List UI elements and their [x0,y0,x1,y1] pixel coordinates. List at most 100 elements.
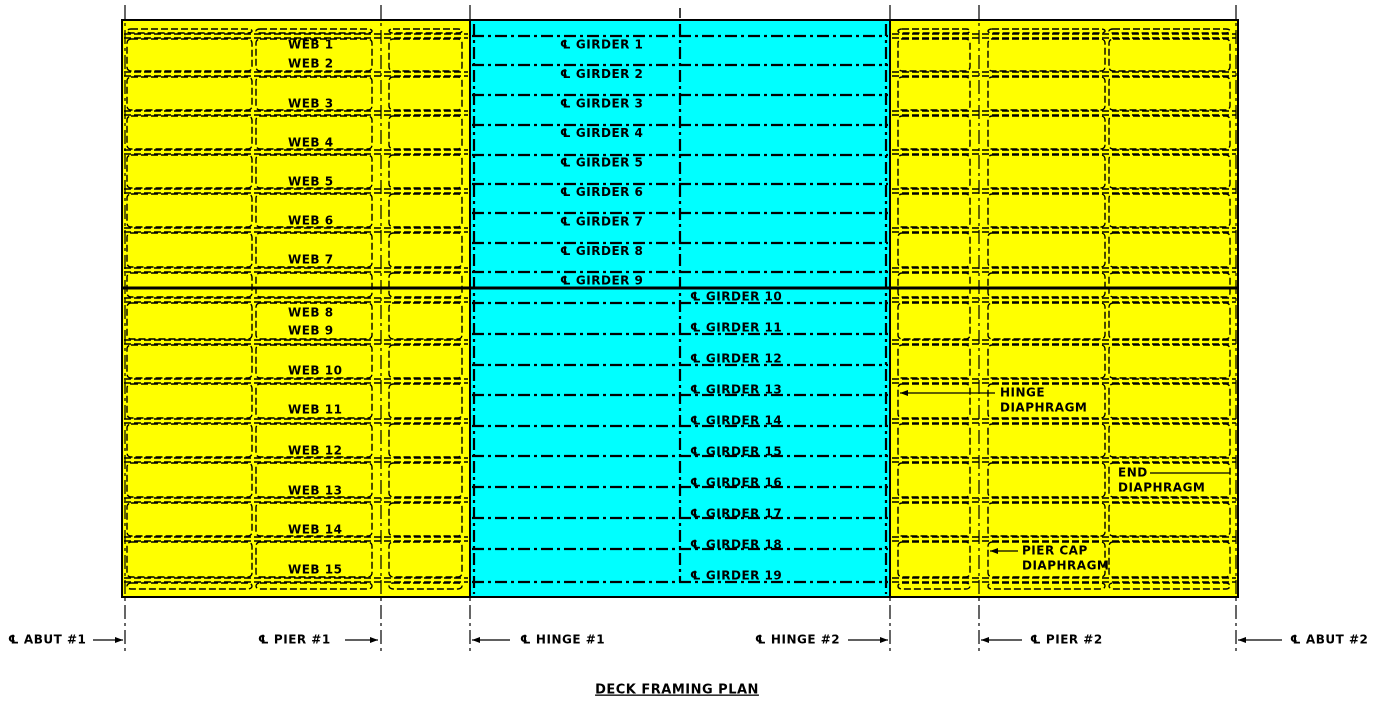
web-label: WEB 13 [288,484,342,498]
web-cell [255,423,373,458]
web-cell [255,582,373,590]
arrowhead [370,637,378,643]
web-label: WEB 2 [288,57,334,71]
girder-label: ℄ GIRDER 13 [690,383,782,397]
web-cell [1108,423,1231,458]
girder-label: ℄ GIRDER 5 [560,156,643,170]
web-cell [987,272,1106,298]
arrowhead [981,637,989,643]
web-cell [126,462,253,498]
web-cell [388,582,463,590]
web-cell [897,193,971,228]
web-cell [1108,302,1231,340]
web-label: WEB 4 [288,136,334,150]
web-cell [1108,115,1231,150]
web-cell [388,344,463,379]
station-label: ℄ ABUT #2 [1290,633,1368,647]
web-cell [987,302,1106,340]
web-cell [126,38,253,72]
web-label: WEB 12 [288,444,342,458]
note-label: DIAPHRAGM [1118,481,1205,495]
web-cell [897,423,971,458]
web-cell [126,582,253,590]
web-label: WEB 9 [288,324,334,338]
note-label: DIAPHRAGM [1000,401,1087,415]
drawing-title: DECK FRAMING PLAN [595,683,759,698]
arrowhead [1238,637,1246,643]
web-cell [255,193,373,228]
web-cell [388,154,463,189]
right-deck [889,19,1239,598]
web-cell [388,502,463,537]
web-cell [987,383,1106,419]
web-cell [388,76,463,111]
web-cell [126,193,253,228]
web-cell [255,38,373,72]
web-cell [126,344,253,379]
web-cell [897,344,971,379]
note-label: PIER CAP [1022,544,1088,558]
web-cell [897,28,971,34]
note-label: END [1118,466,1148,480]
web-cell [255,541,373,578]
station-label: ℄ HINGE #1 [520,633,605,647]
girder-label: ℄ GIRDER 16 [690,476,782,490]
web-cell [987,28,1106,34]
web-cell [255,28,373,34]
web-cell [388,28,463,34]
station-label: ℄ PIER #2 [1030,633,1103,647]
girder-label: ℄ GIRDER 2 [560,67,643,81]
web-cell [897,462,971,498]
girder-label: ℄ GIRDER 7 [560,215,643,229]
web-cell [987,115,1106,150]
web-cell [1108,383,1231,419]
girder-label: ℄ GIRDER 15 [690,445,782,459]
web-cell [897,272,971,298]
web-cell [987,423,1106,458]
web-cell [897,383,971,419]
web-cell [987,462,1106,498]
web-cell [255,502,373,537]
web-cell [255,272,373,298]
web-cell [388,232,463,268]
girder-label: ℄ GIRDER 19 [690,569,782,583]
web-cell [388,423,463,458]
web-cell [987,38,1106,72]
web-cell [126,541,253,578]
web-cell [987,344,1106,379]
web-cell [1108,344,1231,379]
web-label: WEB 6 [288,214,334,228]
arrowhead [880,637,888,643]
web-label: WEB 7 [288,253,334,267]
web-cell [897,541,971,578]
web-label: WEB 15 [288,563,342,577]
girder-label: ℄ GIRDER 1 [560,38,643,52]
web-cell [126,383,253,419]
web-cell [897,232,971,268]
girder-label: ℄ GIRDER 17 [690,507,782,521]
web-cell [388,383,463,419]
web-cell [987,193,1106,228]
web-cell [987,232,1106,268]
web-cell [897,582,971,590]
web-cell [126,502,253,537]
web-cell [388,38,463,72]
note-label: HINGE [1000,386,1045,400]
web-cell [126,76,253,111]
note-label: DIAPHRAGM [1022,559,1109,573]
girder-label: ℄ GIRDER 18 [690,538,782,552]
girder-label: ℄ GIRDER 12 [690,352,782,366]
web-cell [126,423,253,458]
web-label: WEB 14 [288,523,342,537]
web-cell [126,28,253,34]
web-label: WEB 3 [288,97,334,111]
station-label: ℄ PIER #1 [258,633,331,647]
girder-label: ℄ GIRDER 9 [560,274,643,288]
web-cell [388,272,463,298]
girder-label: ℄ GIRDER 10 [690,290,782,304]
web-cell [255,302,373,340]
web-cell [987,76,1106,111]
station-label: ℄ ABUT #1 [8,633,86,647]
web-cell [126,232,253,268]
